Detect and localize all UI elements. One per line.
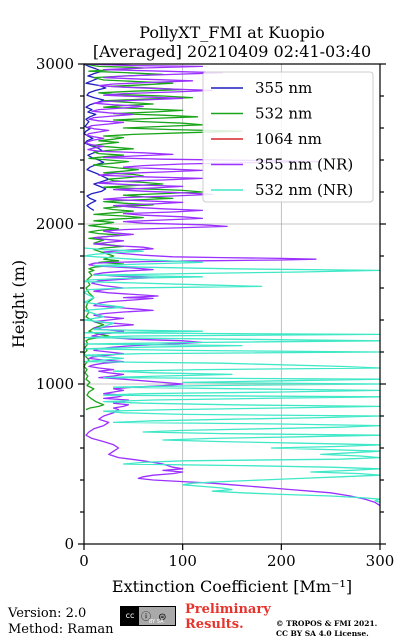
y-tick-label: 0	[64, 535, 74, 553]
version-text: Version: 2.0	[8, 606, 87, 621]
series-layer	[83, 63, 381, 507]
cc-license-badge: cc ⓘ ⊜ BY SA	[120, 606, 176, 626]
x-tick-label: 0	[79, 552, 89, 570]
cc-license-label: BY SA	[149, 619, 164, 625]
series-line-355-nm	[83, 63, 110, 211]
legend-label: 532 nm	[255, 105, 312, 123]
series-line-532-nm	[83, 63, 243, 411]
preliminary-line2: Results.	[185, 617, 244, 632]
x-tick-label: 100	[168, 552, 197, 570]
preliminary-results-notice: Preliminary Results.	[185, 602, 271, 632]
x-axis-label: Extinction Coefficient [Mm⁻¹]	[112, 577, 352, 596]
preliminary-line1: Preliminary	[185, 602, 271, 617]
series-line-532-nm-nr-	[83, 247, 381, 504]
x-tick-label: 200	[267, 552, 296, 570]
legend-box	[202, 71, 374, 203]
method-text: Method: Raman	[8, 622, 114, 637]
legend-label: 355 nm	[255, 79, 312, 97]
legend-label: 1064 nm	[255, 130, 322, 148]
cc-logo-icon: cc	[121, 607, 139, 625]
y-axis-label: Height (m)	[9, 260, 28, 348]
chart: PollyXT_FMI at Kuopio [Averaged] 2021040…	[9, 23, 395, 596]
plot-frame	[83, 63, 381, 545]
chart-title-line1: PollyXT_FMI at Kuopio	[139, 23, 325, 42]
copyright-line1: © TROPOS & FMI 2021.	[276, 619, 378, 628]
y-tick-label: 2000	[36, 215, 74, 233]
copyright-notice: © TROPOS & FMI 2021. CC BY SA 4.0 Licens…	[276, 619, 377, 639]
legend-label: 532 nm (NR)	[255, 181, 353, 199]
legend-label: 355 nm (NR)	[255, 156, 353, 174]
legend: 355 nm 532 nm 1064 nm 355 nm (NR) 532 nm (NR…	[202, 71, 374, 203]
y-tick-label: 1000	[36, 375, 74, 393]
axis-ticks	[78, 63, 386, 550]
chart-title-line2: [Averaged] 20210409 02:41-03:40	[93, 42, 371, 61]
y-tick-label: 3000	[36, 55, 74, 73]
copyright-line2: CC BY SA 4.0 License.	[276, 629, 369, 638]
x-tick-label: 300	[366, 552, 395, 570]
cc-by-sa-icons: ⓘ ⊜	[141, 612, 169, 623]
